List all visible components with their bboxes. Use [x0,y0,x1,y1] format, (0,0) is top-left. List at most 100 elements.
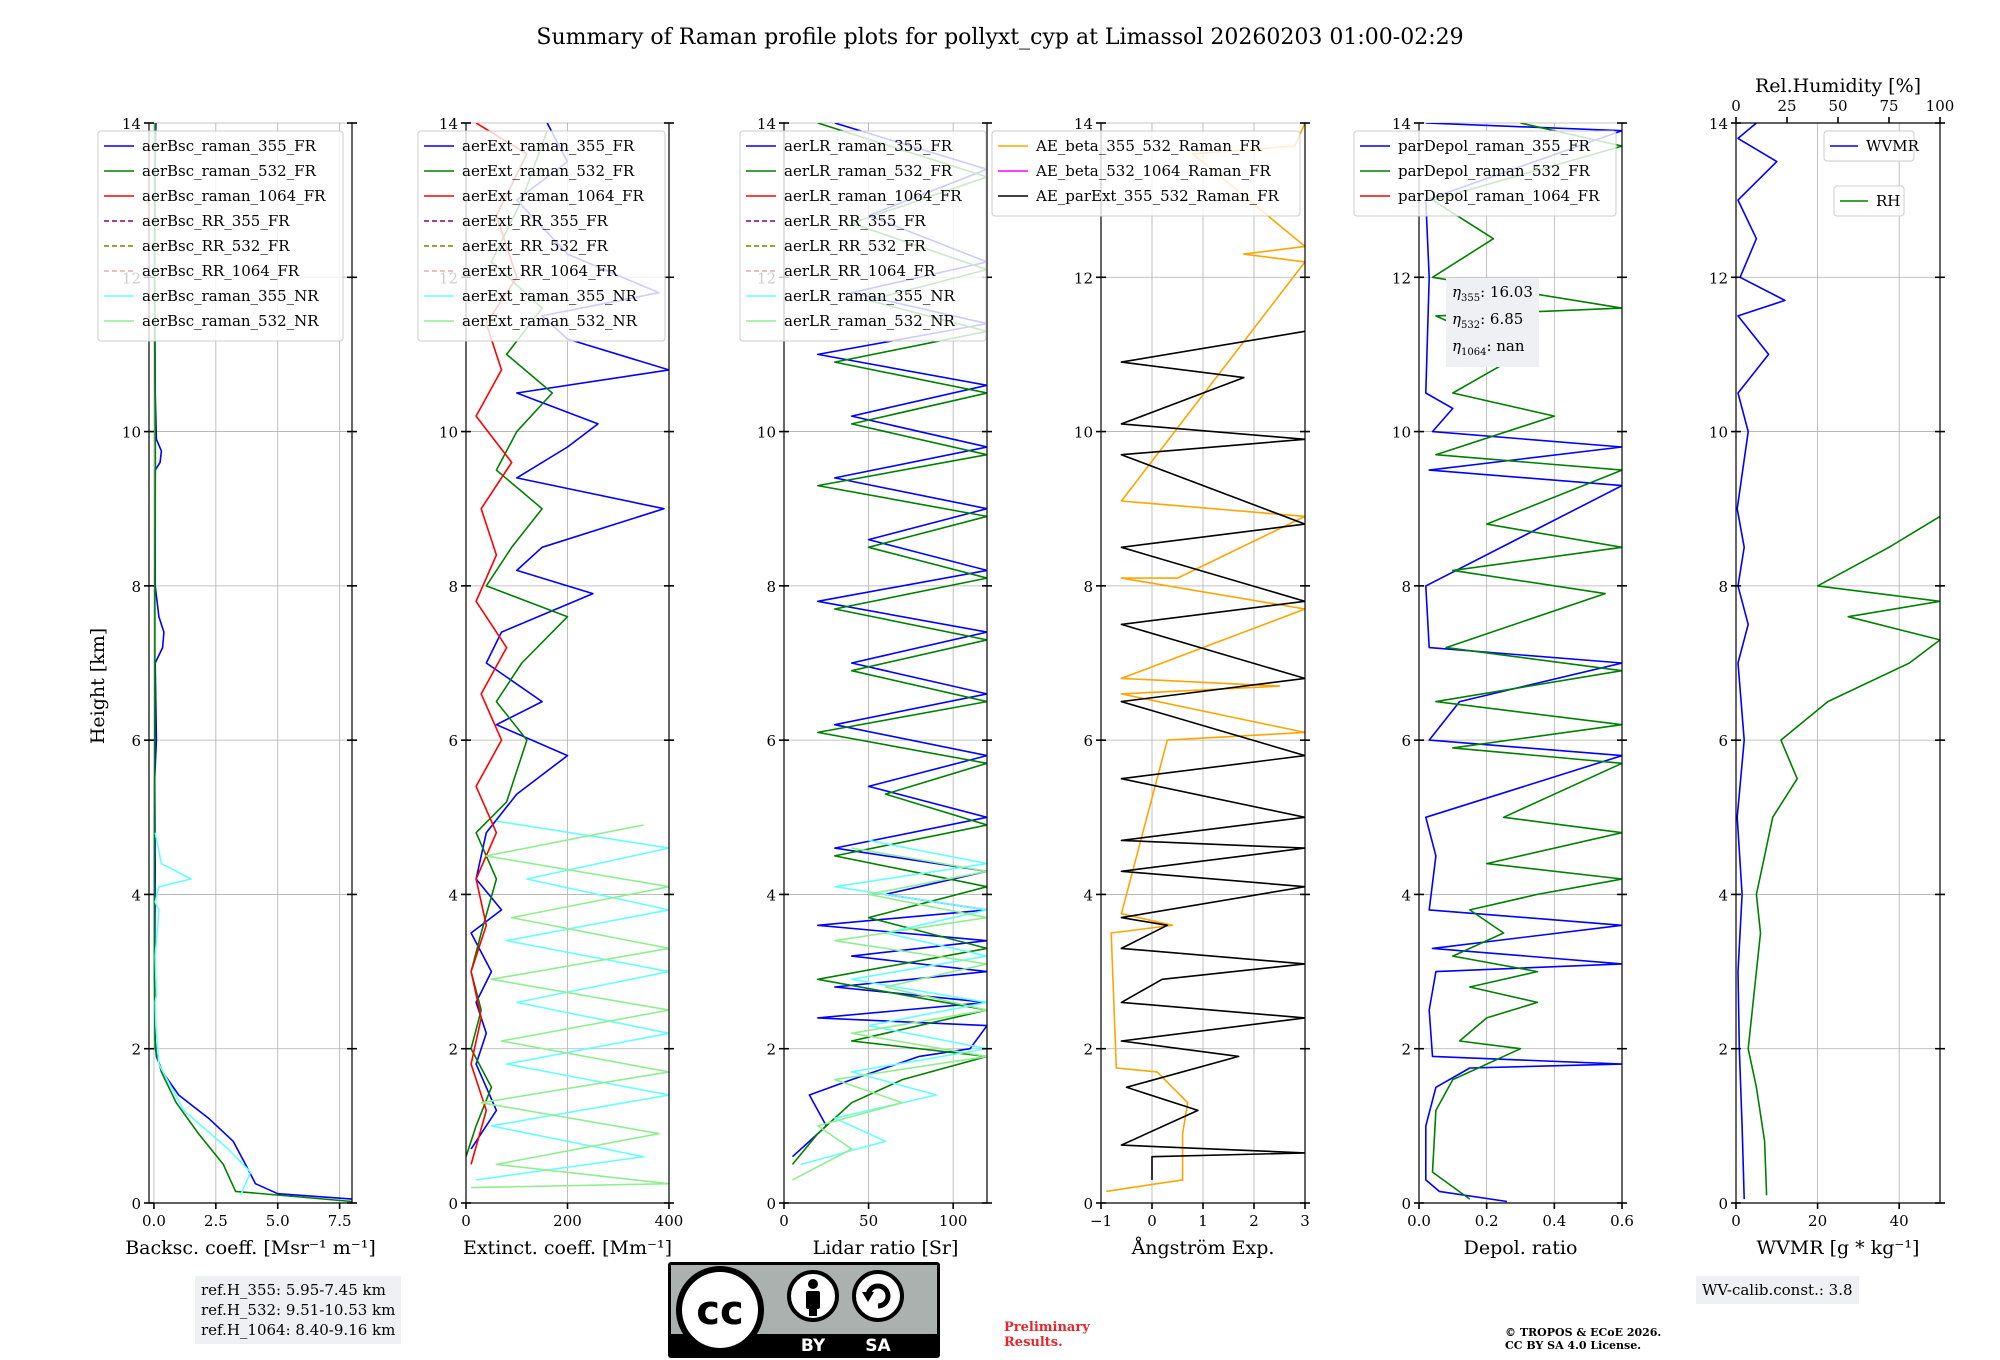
x-tick-label: 3 [1300,1212,1310,1230]
y-tick-label: 10 [122,424,141,442]
x-tick-label: 0.4 [1542,1212,1566,1230]
series-line-parDepol_raman_355_FR [1425,123,1622,1203]
y-tick-label: 14 [1074,115,1093,133]
top-x-tick-label: 100 [1926,97,1955,115]
figure-title: Summary of Raman profile plots for polly… [536,25,1463,50]
legend-bsc: aerBsc_raman_355_FR aerBsc_raman_532_FRae… [97,130,344,342]
y-tick-label: 12 [1074,269,1093,287]
x-tick-label: 50 [859,1212,878,1230]
y-tick-label: 4 [448,886,458,904]
legend-box [1353,130,1617,217]
legend-ext: aerExt_raman_355_FR aerExt_raman_532_FRae… [417,130,666,342]
x-axis-label: Lidar ratio [Sr] [813,1237,959,1259]
legend-label: aerLR_RR_532_FR [784,237,926,255]
x-tick-label: −1 [1090,1212,1112,1230]
legend-lr: aerLR_raman_355_FR aerLR_raman_532_FR aerL… [739,130,987,342]
series-line-RH [1747,515,1940,1196]
panel-depol: 0 2 4 6 8 10 12 14 0.0 0.2 0.4 0.6 Depol. ratio parDe… [1353,115,1634,1259]
y-tick-label: 6 [1718,732,1728,750]
y-tick-label: 2 [1083,1041,1093,1059]
legend-label: aerLR_raman_532_NR [784,312,955,330]
y-tick-label: 8 [1718,578,1728,596]
series-line-aerBsc_raman_355_FR [153,123,352,1200]
y-tick-label: 8 [131,578,141,596]
x-tick-label: 400 [655,1212,684,1230]
y-tick-label: 4 [1718,886,1728,904]
ref-height-532: ref.H_532: 9.51-10.53 km [201,1301,396,1319]
eta-355: η355: 16.03 [1452,283,1533,304]
y-tick-label: 8 [1083,578,1093,596]
y-tick-label: 2 [448,1041,458,1059]
x-tick-label: 20 [1808,1212,1827,1230]
y-tick-label: 6 [1401,732,1411,750]
wv-calibration-box: WV-calib.const.: 3.8 [1696,1276,1859,1304]
x-tick-label: 0.0 [142,1212,166,1230]
y-tick-label: 10 [1392,424,1411,442]
series-line-AE_beta_355_532_Raman_FR [1105,123,1305,1193]
y-tick-label: 0 [448,1195,458,1213]
y-tick-label: 8 [448,578,458,596]
y-tick-label: 6 [766,732,776,750]
legend-label: aerLR_RR_355_FR [784,212,926,230]
y-tick-label: 0 [1718,1195,1728,1213]
legend-label: aerBsc_raman_355_NR [142,287,319,305]
legend-box [991,130,1301,217]
svg-text:BY: BY [801,1336,826,1356]
eta-1064: η1064: nan [1452,337,1525,358]
legend-label: aerExt_raman_532_NR [462,312,638,330]
y-tick-label: 6 [448,732,458,750]
x-tick-label: 0.2 [1475,1212,1499,1230]
series-line-aerLR_raman_355_FR [791,123,987,1158]
legend-label: aerExt_raman_355_NR [462,287,638,305]
y-tick-label: 14 [757,115,776,133]
legend-label: aerLR_raman_532_FR [784,162,953,180]
cc-license-badge: cc BY SA [668,1262,940,1358]
legend-label: aerLR_raman_355_FR [784,137,953,155]
y-tick-label: 2 [131,1041,141,1059]
series-line-WVMR [1736,123,1786,1200]
legend-label: AE_parExt_355_532_Raman_FR [1035,187,1280,205]
legend-box [417,130,666,342]
x-tick-label: 7.5 [328,1212,352,1230]
eta-532: η532: 6.85 [1452,310,1524,331]
y-tick-label: 14 [1709,115,1728,133]
eta-box: η355: 16.03 η532: 6.85 η1064: nan [1446,278,1539,367]
series-ae [1105,123,1305,1193]
legend-label: parDepol_raman_355_FR [1398,137,1591,155]
y-tick-label: 8 [1401,578,1411,596]
y-tick-label: 4 [766,886,776,904]
preliminary-results-note: Preliminary Results. [1004,1320,1090,1350]
legend-label: aerExt_raman_532_FR [462,162,635,180]
top-x-tick-label: 75 [1879,97,1898,115]
svg-text:SA: SA [865,1336,891,1356]
legend-label: parDepol_raman_532_FR [1398,162,1591,180]
x-axis-label: Extinct. coeff. [Mm⁻¹] [463,1237,672,1259]
x-tick-label: 200 [553,1212,582,1230]
legend-label: aerBsc_RR_532_FR [142,237,290,255]
legend-label: aerExt_RR_532_FR [462,237,609,255]
series-line-aerLR_raman_532_NR [792,847,987,1181]
y-tick-label: 6 [131,732,141,750]
reference-height-box: ref.H_355: 5.95-7.45 km ref.H_532: 9.51-… [195,1276,402,1344]
y-tick-label: 14 [122,115,141,133]
y-tick-label: 2 [1401,1041,1411,1059]
x-tick-label: 0.0 [1407,1212,1431,1230]
ref-height-1064: ref.H_1064: 8.40-9.16 km [201,1321,396,1339]
series-wv [1736,123,1940,1200]
y-tick-label: 6 [1083,732,1093,750]
x-tick-label: 0 [1147,1212,1157,1230]
y-tick-label: 2 [766,1041,776,1059]
y-tick-label: 8 [766,578,776,596]
series-line-AE_parExt_355_532_Raman_FR [1120,330,1305,1180]
wv-calibration-text: WV-calib.const.: 3.8 [1702,1281,1853,1299]
legend-label: WVMR [1866,137,1920,155]
legend-label: aerBsc_raman_532_NR [142,312,319,330]
legend-label: RH [1876,192,1900,210]
x-axis-label: WVMR [g * kg⁻¹] [1757,1237,1920,1259]
x-tick-label: 2 [1249,1212,1259,1230]
series-line-aerBsc_raman_532_FR [153,123,352,1203]
x-tick-label: 0 [461,1212,471,1230]
y-tick-label: 10 [439,424,458,442]
